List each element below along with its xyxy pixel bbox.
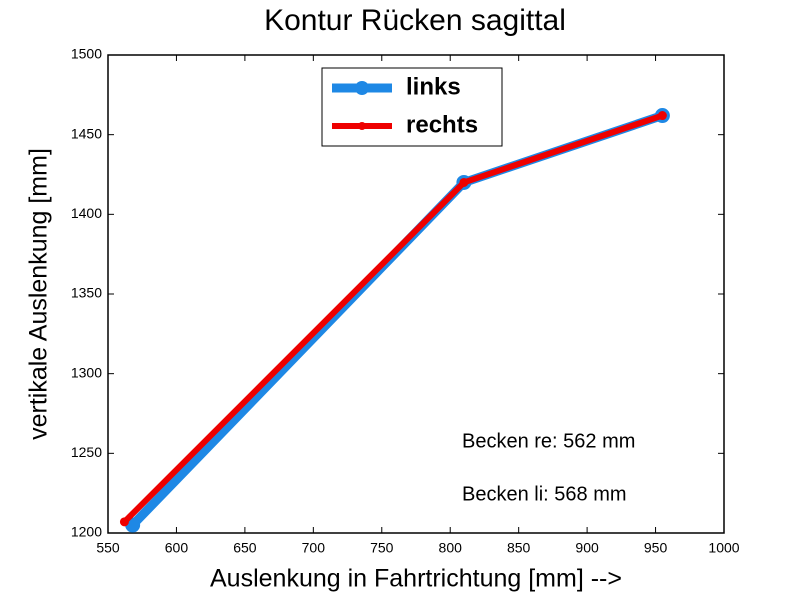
chart-title: Kontur Rücken sagittal — [264, 4, 566, 37]
data-point — [459, 177, 469, 187]
x-tick-label: 600 — [165, 540, 189, 556]
x-axis-label: Auslenkung in Fahrtrichtung [mm] --> — [210, 565, 622, 593]
y-tick-label: 1300 — [71, 364, 102, 380]
legend-label: rechts — [406, 111, 478, 138]
y-tick-label: 1200 — [71, 524, 102, 540]
y-tick-label: 1400 — [71, 205, 102, 221]
x-tick-label: 900 — [575, 540, 599, 556]
y-axis-label: vertikale Auslenkung [mm] — [25, 148, 53, 440]
data-point — [119, 517, 129, 527]
data-point — [657, 111, 667, 121]
x-tick-label: 1000 — [708, 540, 739, 556]
legend-marker — [358, 122, 366, 130]
y-tick-label: 1250 — [71, 444, 102, 460]
x-tick-label: 750 — [370, 540, 394, 556]
legend-box — [321, 67, 503, 147]
x-tick-label: 850 — [507, 540, 531, 556]
legend-marker — [355, 81, 369, 95]
series-line — [122, 112, 664, 524]
y-tick-label: 1500 — [71, 46, 102, 62]
y-tick-label: 1450 — [71, 125, 102, 141]
series-line — [129, 111, 664, 529]
y-tick-label: 1350 — [71, 285, 102, 301]
x-tick-label: 800 — [439, 540, 463, 556]
legend-label: links — [406, 73, 461, 100]
x-tick-label: 700 — [302, 540, 326, 556]
x-tick-label: 650 — [233, 540, 257, 556]
annotation: Becken li: 568 mm — [462, 483, 627, 505]
x-tick-label: 950 — [644, 540, 668, 556]
x-tick-label: 550 — [96, 540, 120, 556]
annotation: Becken re: 562 mm — [462, 430, 635, 452]
